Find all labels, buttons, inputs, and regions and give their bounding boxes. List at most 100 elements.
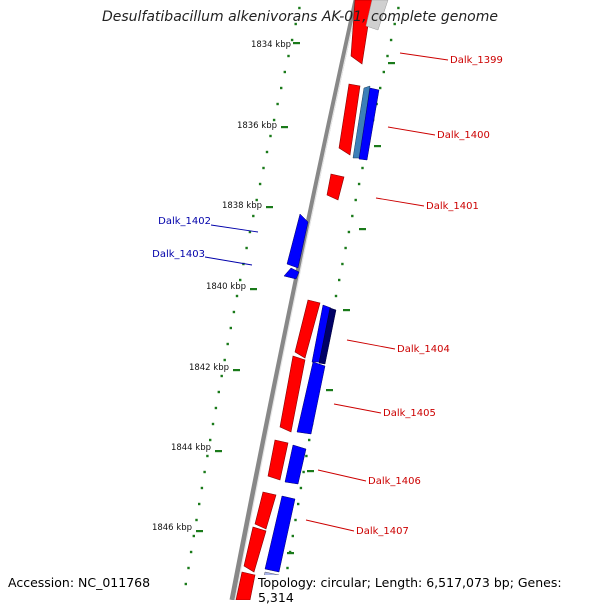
gene-feature-forward[interactable] xyxy=(326,173,345,201)
gene-label-dalk-1399[interactable]: Dalk_1399 xyxy=(450,55,503,66)
genome-summary-text: Topology: circular; Length: 6,517,073 bp… xyxy=(258,575,600,605)
minor-tick xyxy=(351,214,354,218)
ruler-label-1842: 1842 kbp xyxy=(189,363,229,373)
leader-line-dalk-1403 xyxy=(204,256,253,266)
ruler-label-1834: 1834 kbp xyxy=(251,40,291,50)
minor-tick xyxy=(334,294,338,298)
minor-tick xyxy=(200,486,204,490)
minor-tick xyxy=(298,6,301,10)
minor-tick xyxy=(187,566,190,570)
outer-major-tick xyxy=(343,309,350,312)
genome-backbone xyxy=(229,0,359,601)
minor-tick xyxy=(206,454,209,458)
gene-label-dalk-1402[interactable]: Dalk_1402 xyxy=(158,216,211,227)
outer-major-tick xyxy=(307,470,314,473)
minor-tick xyxy=(276,102,279,106)
ruler-label-1846: 1846 kbp xyxy=(152,523,192,533)
gene-feature-reverse[interactable] xyxy=(286,213,309,269)
gene-feature-forward[interactable] xyxy=(279,355,306,433)
gene-feature-forward[interactable] xyxy=(243,526,267,573)
gene-label-dalk-1401[interactable]: Dalk_1401 xyxy=(426,201,479,212)
ruler-label-1838: 1838 kbp xyxy=(222,201,262,211)
genome-backbone-highlight xyxy=(234,0,359,601)
gene-label-dalk-1405[interactable]: Dalk_1405 xyxy=(383,408,436,419)
minor-tick xyxy=(287,54,290,58)
gene-label-dalk-1407[interactable]: Dalk_1407 xyxy=(356,526,409,537)
gene-feature-forward[interactable] xyxy=(254,491,277,530)
minor-tick xyxy=(220,374,223,378)
outer-major-tick xyxy=(287,552,294,555)
gene-label-dalk-1403[interactable]: Dalk_1403 xyxy=(152,249,205,260)
ruler-major-tick-1840 xyxy=(250,288,257,291)
ruler-major-tick-1834 xyxy=(293,42,300,45)
gene-feature-forward[interactable] xyxy=(267,439,289,481)
minor-tick xyxy=(308,438,311,442)
minor-tick xyxy=(269,134,272,138)
minor-tick xyxy=(379,86,382,90)
ruler-label-1844: 1844 kbp xyxy=(171,443,211,453)
minor-tick xyxy=(235,294,239,298)
outer-major-ticks xyxy=(287,62,395,555)
minor-tick xyxy=(223,358,226,362)
minor-tick xyxy=(280,86,283,90)
minor-tick xyxy=(272,118,276,122)
gene-label-dalk-1400[interactable]: Dalk_1400 xyxy=(437,130,490,141)
minor-tick xyxy=(239,278,242,282)
minor-tick xyxy=(245,246,248,250)
outer-major-tick xyxy=(359,228,366,231)
gene-feature-reverse[interactable] xyxy=(284,444,307,485)
ruler-major-tick-1836 xyxy=(281,126,288,129)
minor-tick xyxy=(294,22,297,26)
minor-tick xyxy=(252,214,255,218)
minor-tick xyxy=(214,406,218,410)
minor-tick xyxy=(341,262,344,266)
minor-tick xyxy=(209,438,212,442)
outer-tick-ring xyxy=(283,6,400,586)
ruler-label-1836: 1836 kbp xyxy=(237,121,277,131)
gene-feature-forward[interactable] xyxy=(338,83,361,156)
gene-feature-reverse[interactable] xyxy=(318,307,337,365)
minor-tick xyxy=(262,166,265,170)
minor-tick xyxy=(283,70,286,74)
minor-tick xyxy=(226,342,229,346)
gene-feature-reverse[interactable] xyxy=(358,87,380,161)
minor-tick xyxy=(294,518,297,522)
minor-tick xyxy=(357,182,361,186)
minor-tick xyxy=(299,486,303,490)
minor-tick xyxy=(393,22,396,26)
outer-major-tick xyxy=(374,145,381,148)
minor-tick xyxy=(248,230,252,234)
ruler-major-tick-1838 xyxy=(266,206,273,209)
gene-feature-forward[interactable] xyxy=(294,299,321,359)
gene-label-dalk-1404[interactable]: Dalk_1404 xyxy=(397,344,450,355)
gene-label-dalk-1406[interactable]: Dalk_1406 xyxy=(368,476,421,487)
minor-tick xyxy=(211,422,215,426)
minor-tick xyxy=(232,310,236,314)
gene-feature-reverse[interactable] xyxy=(296,361,326,435)
minor-tick xyxy=(354,198,357,202)
minor-tick xyxy=(338,278,341,282)
minor-tick xyxy=(361,166,364,170)
minor-tick xyxy=(217,390,220,394)
leader-line-dalk-1406 xyxy=(317,469,367,482)
leader-line-dalk-1404 xyxy=(346,339,396,350)
gene-feature-forward[interactable] xyxy=(350,0,373,65)
minor-tick xyxy=(192,534,195,538)
minor-tick xyxy=(386,54,389,58)
accession-text: Accession: NC_011768 xyxy=(8,575,151,590)
minor-tick xyxy=(195,518,198,522)
minor-tick xyxy=(297,502,300,506)
minor-tick xyxy=(189,550,193,554)
leader-line-dalk-1399 xyxy=(399,52,449,61)
minor-tick xyxy=(347,230,351,234)
minor-tick xyxy=(229,326,232,330)
leader-line-dalk-1401 xyxy=(375,197,425,207)
minor-tick xyxy=(265,150,269,154)
minor-tick xyxy=(397,6,400,10)
gene-feature-reverse[interactable] xyxy=(264,495,296,573)
gene-feature-reverse[interactable] xyxy=(283,267,300,280)
minor-tick xyxy=(198,502,201,506)
ruler-major-tick-1846 xyxy=(196,530,203,533)
leader-line-dalk-1407 xyxy=(305,519,355,532)
